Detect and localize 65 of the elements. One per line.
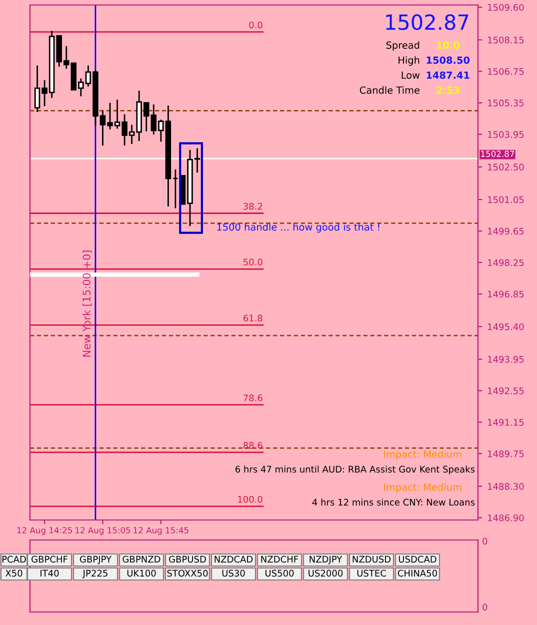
text: NZDJPY: [310, 556, 342, 564]
annotation: 78.6: [244, 394, 262, 402]
annotation: Impact: Medium: [384, 483, 462, 493]
y-tick-label: 1493.95: [488, 356, 524, 363]
text: US30: [222, 570, 245, 577]
annotation: 100.0: [238, 496, 262, 503]
annotation: 10.0: [437, 41, 460, 49]
x-tick-label: 12 Aug 15:05: [76, 527, 130, 536]
annotation: 2:53: [436, 86, 460, 94]
y-tick-label: 1509.60: [488, 4, 524, 11]
y-tick-label: 1506.75: [488, 68, 524, 75]
y-tick-label: 1491.15: [488, 418, 524, 426]
ref-line-label: 1502.87: [481, 150, 514, 157]
text: USTEC: [357, 570, 386, 577]
text: US2000: [308, 570, 343, 577]
text: GBPCHF: [32, 556, 68, 563]
text: PCAD: [2, 556, 26, 563]
annotation: 0.0: [249, 22, 262, 28]
text: GBPUSD: [169, 556, 206, 563]
y-tick-label: 1501.05: [488, 196, 524, 204]
y-tick-label: 1488.30: [488, 482, 524, 490]
annotation: 4 hrs 12 mins since CNY: New Loans: [312, 498, 475, 506]
x-tick-label: 12 Aug 14:25: [17, 527, 72, 536]
text: NZDCAD: [214, 556, 253, 563]
y-tick-label: 1505.35: [488, 100, 524, 106]
annotation: Candle Time: [360, 86, 420, 94]
text: NZDCHF: [261, 556, 298, 563]
annotation: 1502.87: [386, 14, 468, 30]
text: 0: [482, 538, 488, 545]
y-tick-label: 1503.95: [488, 131, 524, 138]
text: NZDUSD: [352, 556, 391, 563]
x-tick-label: 12 Aug 15:45: [134, 527, 188, 536]
annotation: 50.0: [244, 258, 262, 266]
text: IT40: [40, 570, 59, 577]
annotation: 1508.50: [426, 56, 470, 64]
annotation: Spread: [386, 41, 420, 51]
y-tick-label: 1502.50: [488, 164, 524, 170]
annotation: 1500 handle ... how good is that !: [217, 223, 380, 233]
text: GBPJPY: [80, 556, 112, 564]
annotation: 88.6: [243, 442, 262, 449]
ref-line-label: New York [15:00 +0]: [82, 250, 92, 357]
annotation: High: [398, 56, 420, 66]
annotation: 38.2: [244, 202, 262, 210]
annotation: 6 hrs 47 mins until AUD: RBA Assist Gov Kent Speaks: [235, 466, 475, 474]
annotation: Low: [402, 72, 420, 79]
y-tick-label: 1489.75: [488, 450, 524, 458]
text: JP225: [82, 570, 108, 578]
y-tick-label: 1486.90: [488, 514, 524, 522]
text: STOXX50: [167, 570, 208, 577]
y-tick-label: 1495.40: [488, 323, 524, 330]
text: X50: [5, 570, 22, 577]
text: 0: [482, 604, 488, 611]
text: USDCAD: [398, 556, 436, 563]
y-tick-label: 1492.55: [488, 387, 524, 394]
y-tick-label: 1496.85: [488, 290, 524, 298]
text: US500: [266, 570, 294, 577]
y-tick-label: 1499.65: [488, 228, 524, 235]
annotation: 61.8: [243, 314, 262, 322]
text: CHINA50: [398, 570, 437, 577]
text: UK100: [127, 570, 156, 577]
text: GBPNZD: [122, 556, 160, 563]
annotation: Impact: Medium: [384, 450, 462, 460]
annotation: 1487.41: [426, 71, 470, 79]
y-tick-label: 1508.15: [488, 36, 524, 44]
y-tick-label: 1498.25: [488, 259, 524, 266]
